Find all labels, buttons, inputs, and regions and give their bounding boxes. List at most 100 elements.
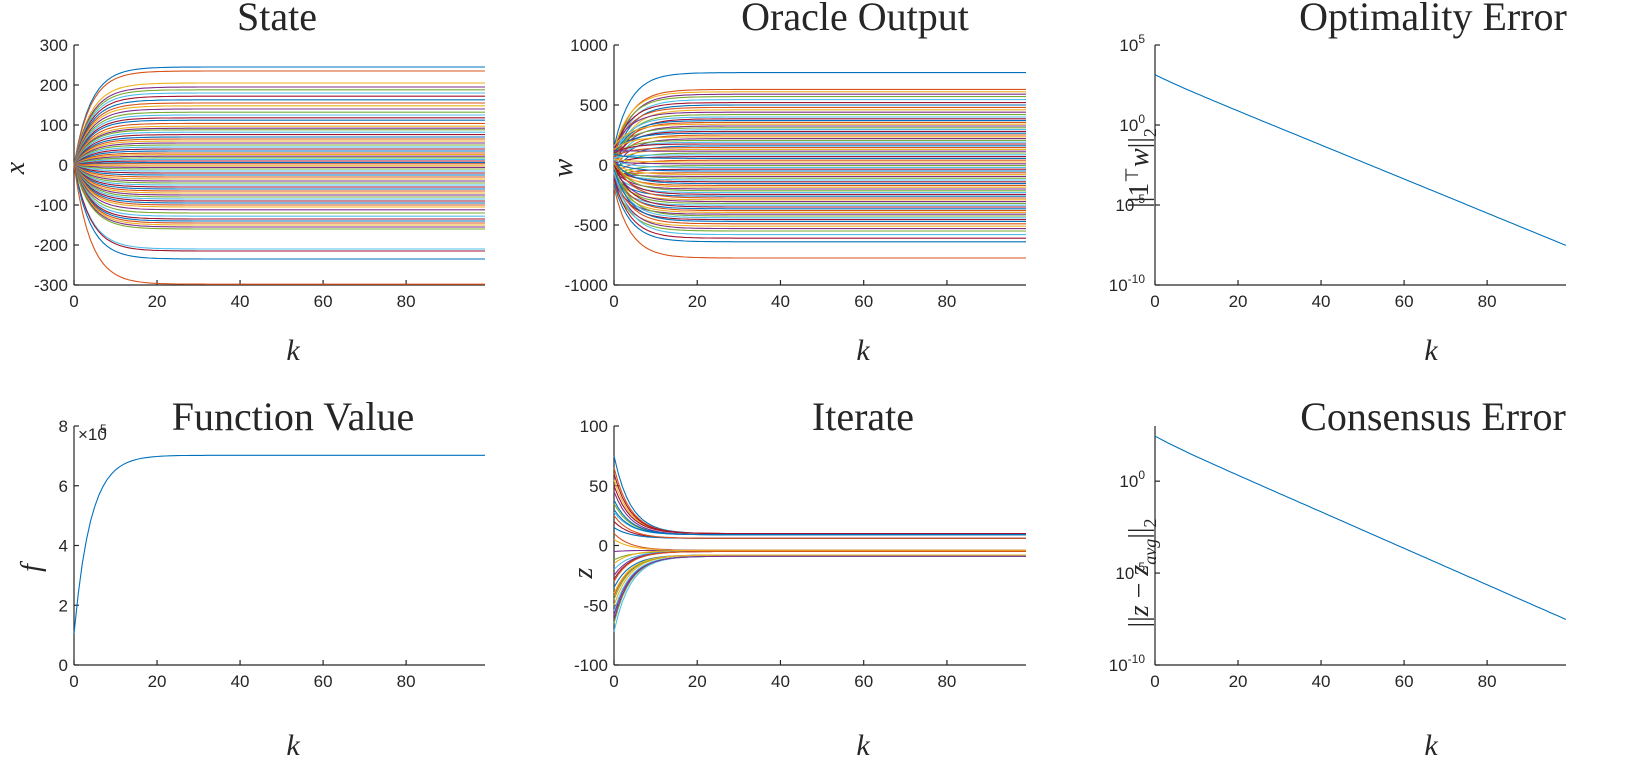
state-series-line [73,92,485,166]
oracle-y-tick-label: 0 [599,156,608,175]
consensus-x-tick-label: 40 [1312,672,1331,691]
state-y-tick-label: 100 [40,116,68,135]
state-series-line [73,134,485,166]
consensus-x-tick-label: 20 [1229,672,1248,691]
iterate-series-line [613,467,1026,535]
state-series-line [73,164,485,190]
iterate-x-tick-label: 20 [688,672,707,691]
state-series-line [73,117,485,166]
oracle-series-line [613,147,1026,158]
oracle-series-line [613,162,1026,172]
state-series-line [73,164,485,230]
state-series-line [73,66,485,166]
consensus-y-tick-exponent: -5 [1134,560,1145,574]
iterate-series-line [613,554,1026,606]
oracle-series-line [613,152,1026,172]
iterate-series-line [613,515,1026,539]
oracle-series-line [613,72,1026,148]
optimality-x-tick-label: 80 [1478,292,1497,311]
consensus-error-title: Consensus Error [1300,394,1566,439]
oracle-output-plot-area: 0 20 40 60 80 -1000 -500 0 500 1000 [565,36,1026,311]
oracle-series-line [613,143,1026,154]
oracle-series-line [613,164,1026,208]
state-y-tick-label: 200 [40,76,68,95]
state-series-line [73,164,485,260]
function-value-ylabel: f [16,561,47,572]
iterate-title: Iterate [812,394,914,439]
state-series-line [73,164,485,180]
oracle-x-tick-label: 40 [771,292,790,311]
oracle-series-line [613,93,1026,158]
state-series-line [73,164,485,176]
state-series-line [73,164,485,217]
oracle-series-line [613,159,1026,174]
state-series-line [73,150,485,166]
oracle-series-line [613,162,1026,192]
state-series-line [73,164,485,196]
state-series-line [73,99,485,166]
optimality-error-title: Optimality Error [1299,0,1567,39]
state-series-line [73,131,485,166]
function-value-xlabel: k [286,729,300,762]
oracle-series-line [613,114,1026,162]
oracle-series-line [613,125,1026,165]
consensus-y-tick-exponent: -10 [1128,652,1146,666]
optimality-y-tick-exponent: -10 [1128,272,1146,286]
state-series-line [73,164,485,285]
oracle-output-title: Oracle Output [741,0,969,39]
optimality-y-tick-label: 10-10 [1109,272,1146,295]
oracle-series-line [613,171,1026,219]
iterate-series-line [613,539,1026,551]
oracle-series-line [613,167,1026,203]
function-y-tick-label: 4 [59,537,68,556]
oracle-series-line [613,148,1026,164]
function-y-tick-label: 6 [59,477,68,496]
oracle-series-line [613,120,1026,157]
state-series-line [73,138,485,166]
iterate-series-line [613,554,1026,596]
oracle-series-line [613,153,1026,159]
oracle-series-line [613,179,1026,239]
oracle-series-line [613,88,1026,155]
state-series-line [73,114,485,166]
state-series-line [73,164,485,202]
state-series-line [73,163,485,166]
state-x-tick-label: 40 [231,292,250,311]
state-ylabel: x [0,161,31,175]
state-series-line [73,164,485,192]
state-series-line [73,164,485,250]
iterate-series-line [613,554,1026,594]
consensus-x-tick-label: 60 [1395,672,1414,691]
optimality-y-tick-exponent: 0 [1138,112,1145,126]
iterate-series-line [613,555,1026,620]
iterate-series-line [613,555,1026,615]
oracle-series-line [613,164,1026,195]
oracle-series-line [613,96,1026,152]
oracle-series-line [613,175,1026,197]
oracle-series-line [613,169,1026,181]
iterate-series-line [613,527,1026,539]
function-y-tick-label: 0 [59,656,68,675]
state-series-line [73,164,485,178]
oracle-series-line [613,169,1026,222]
iterate-series-line [613,533,1026,551]
oracle-y-tick-label: -500 [574,216,608,235]
iterate-x-tick-label: 40 [771,672,790,691]
oracle-series-line [613,130,1026,159]
function-value-multiplier-exponent: 5 [100,422,107,436]
state-series-line [73,146,485,166]
state-y-tick-label: -300 [34,276,68,295]
iterate-y-tick-label: 100 [580,417,608,436]
state-series-line [73,70,485,166]
state-series-line [73,164,485,170]
function-x-tick-label: 60 [314,672,333,691]
state-series-line [73,164,485,188]
state-series-line [73,122,485,166]
function-x-tick-label: 40 [231,672,250,691]
consensus-error-panel: Consensus Error k ||z − zavg||2 0 20 40 60 8… [1109,394,1567,762]
oracle-y-tick-label: 1000 [570,36,608,55]
consensus-error-ylabel: ||z − zavg||2 [1124,518,1160,627]
iterate-y-tick-label: -100 [574,656,608,675]
